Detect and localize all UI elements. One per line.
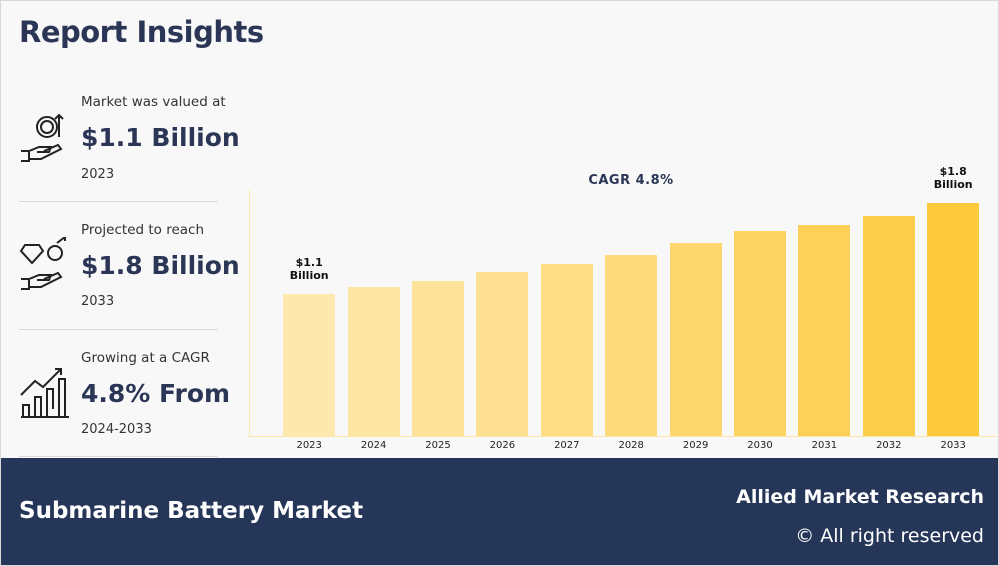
stat-caption: Projected to reach	[81, 222, 205, 238]
x-tick-label: 2023	[296, 440, 322, 451]
x-tick-label: 2031	[811, 440, 838, 451]
title: Report Insights	[19, 15, 264, 49]
stat-year: 2024-2033	[81, 422, 152, 437]
bar	[927, 202, 980, 436]
x-tick-label: 2027	[554, 440, 580, 451]
stat-caption: Market was valued at	[81, 94, 226, 110]
value-label: $1.1 Billion	[289, 255, 329, 282]
diamond-icon	[19, 237, 66, 290]
bar	[798, 224, 851, 436]
chart: CAGR 4.8% 2023 $1.1 Billion 2024 2025 2026 20…	[1, 1, 998, 458]
bar	[540, 263, 593, 436]
stat-value: $1.8 Billion	[81, 251, 240, 280]
value-label: $1.8 Billion	[933, 164, 973, 191]
x-tick-label: 2025	[425, 440, 451, 451]
x-tick-label: 2030	[747, 440, 773, 451]
x-tick-label: 2028	[618, 440, 644, 451]
stat-value: 4.8% From	[81, 379, 231, 408]
separator	[19, 329, 218, 330]
footer-brand: Allied Market Research	[736, 486, 984, 508]
footer-rights: © All right reserved	[795, 525, 984, 547]
x-tick-label: 2024	[360, 440, 387, 451]
x-tick-label: 2026	[489, 440, 516, 451]
axis-line	[249, 436, 997, 437]
bar	[669, 243, 722, 436]
x-tick-label: 2032	[876, 440, 902, 451]
bar	[347, 287, 400, 436]
bar	[476, 271, 529, 436]
x-tick-label: 2029	[682, 440, 709, 451]
stat-value: $1.1 Billion	[81, 123, 240, 152]
footer-title: Submarine Battery Market	[19, 498, 364, 524]
stat-year: 2033	[81, 294, 115, 309]
stat-caption: Growing at a CAGR	[81, 350, 210, 366]
axis-line	[249, 190, 250, 437]
stat-year: 2023	[81, 167, 115, 182]
separator	[19, 456, 218, 457]
bar	[862, 215, 915, 436]
bar	[283, 293, 336, 436]
bar	[605, 254, 658, 436]
growth-icon	[20, 368, 69, 418]
money-icon	[21, 113, 64, 162]
separator	[19, 201, 218, 202]
bar	[734, 231, 786, 436]
footer: Submarine Battery Market Allied Market R…	[1, 458, 998, 565]
x-tick-label: 2033	[940, 440, 966, 451]
bar	[412, 280, 464, 436]
annotation: CAGR 4.8%	[588, 173, 674, 188]
